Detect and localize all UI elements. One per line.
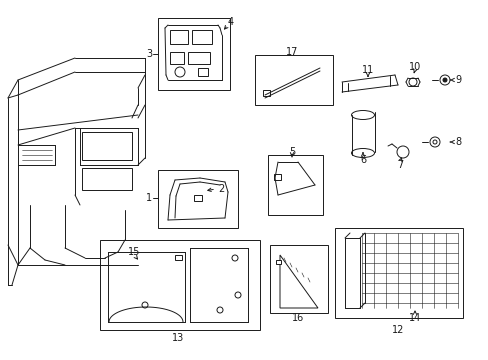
- Bar: [170, 52, 183, 64]
- Bar: [100, 240, 260, 330]
- Text: 5: 5: [288, 147, 295, 157]
- Bar: [194, 195, 202, 201]
- Bar: [195, 188, 203, 195]
- Text: 2: 2: [218, 184, 224, 194]
- Bar: [267, 155, 323, 215]
- Bar: [269, 245, 327, 313]
- Text: 7: 7: [396, 160, 402, 170]
- Bar: [263, 90, 269, 96]
- Text: 3: 3: [145, 49, 152, 59]
- Bar: [82, 132, 132, 160]
- Bar: [192, 30, 212, 44]
- Text: 4: 4: [227, 17, 234, 27]
- Bar: [82, 168, 132, 190]
- Circle shape: [442, 78, 446, 82]
- Text: 9: 9: [454, 75, 460, 85]
- Bar: [198, 68, 207, 76]
- Bar: [275, 260, 281, 264]
- Bar: [187, 52, 209, 64]
- Text: 12: 12: [391, 325, 404, 335]
- Bar: [170, 30, 187, 44]
- Text: 10: 10: [408, 62, 420, 72]
- Text: 15: 15: [128, 247, 140, 257]
- Text: 13: 13: [171, 333, 184, 343]
- Text: 17: 17: [285, 47, 298, 57]
- Bar: [334, 228, 462, 318]
- Bar: [158, 18, 229, 90]
- Text: 11: 11: [361, 65, 373, 75]
- Text: 6: 6: [359, 155, 366, 165]
- Bar: [175, 255, 182, 260]
- Text: 1: 1: [145, 193, 152, 203]
- Bar: [254, 55, 332, 105]
- Text: 16: 16: [291, 313, 304, 323]
- Text: 14: 14: [408, 313, 420, 323]
- Bar: [273, 174, 281, 180]
- Bar: [158, 170, 238, 228]
- Text: 8: 8: [454, 137, 460, 147]
